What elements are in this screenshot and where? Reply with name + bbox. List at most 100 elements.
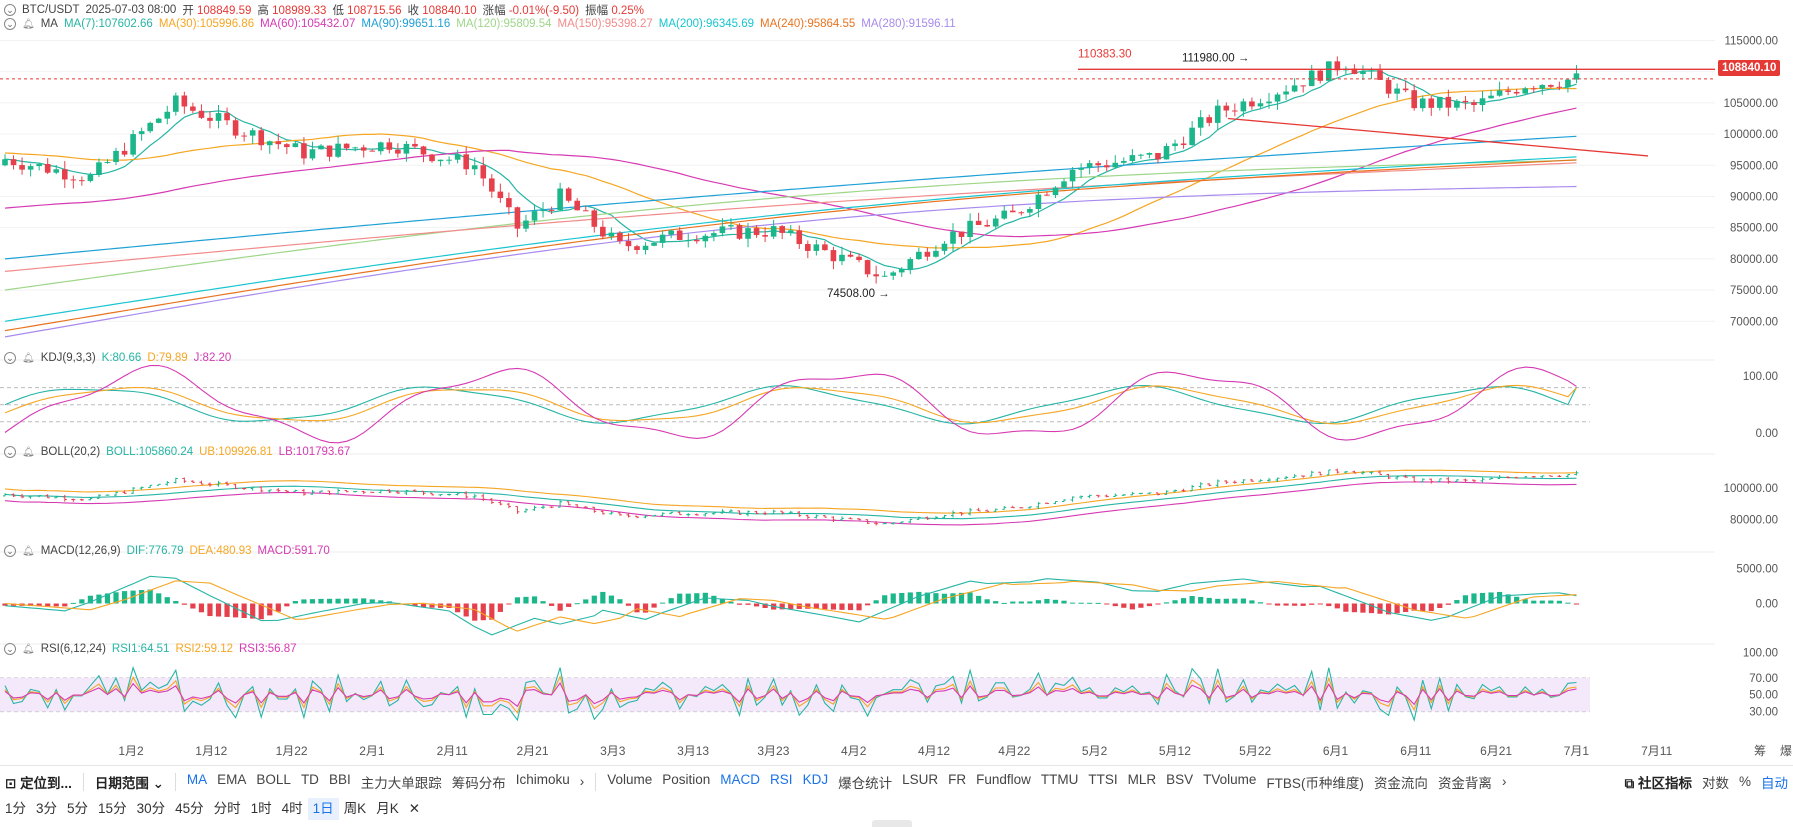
- sub-indicator-tab[interactable]: Fundflow: [976, 771, 1031, 787]
- sub-indicator-tab[interactable]: TTSI: [1088, 771, 1118, 787]
- main-indicator-tab[interactable]: EMA: [217, 771, 247, 787]
- candle-body: [608, 232, 615, 237]
- chevron-right-icon[interactable]: ›: [579, 774, 585, 789]
- main-indicator-tab[interactable]: BBI: [328, 771, 351, 787]
- log-scale-toggle[interactable]: 对数: [1701, 775, 1729, 791]
- sub-indicator-tab[interactable]: 资金背离: [1437, 775, 1492, 791]
- macd-histogram-bar: [1044, 598, 1050, 604]
- macd-histogram-bar: [241, 603, 247, 618]
- y-tick-label: 90000.00: [1730, 191, 1778, 203]
- macd-histogram-bar: [856, 603, 862, 611]
- candle-body: [412, 143, 418, 147]
- chevron-right-icon[interactable]: ›: [1501, 774, 1507, 789]
- macd-histogram-bar: [1326, 603, 1332, 607]
- interval-option[interactable]: 4时: [281, 801, 303, 816]
- sub-indicator-tab[interactable]: MLR: [1127, 771, 1157, 787]
- chevron-down-icon[interactable]: ⌄: [4, 446, 16, 458]
- macd-histogram-bar: [583, 599, 589, 604]
- chevron-down-icon[interactable]: ⌄: [4, 643, 16, 655]
- chevron-down-icon[interactable]: ⌄: [4, 352, 16, 364]
- sub-indicator-tab[interactable]: Volume: [607, 771, 653, 787]
- trend-line: [1227, 117, 1649, 157]
- macd-histogram-bar: [847, 603, 854, 611]
- interval-option[interactable]: 15分: [98, 801, 127, 816]
- interval-option[interactable]: 1分: [5, 801, 27, 816]
- candle-body: [582, 210, 589, 212]
- sub-indicator-tab[interactable]: 资金流向: [1373, 775, 1428, 791]
- sub-indicator-tab[interactable]: RSI: [770, 771, 793, 787]
- y-tick-label: 80000.00: [1730, 514, 1778, 526]
- chevron-down-icon[interactable]: ⌄: [4, 545, 16, 557]
- main-indicator-tab[interactable]: 筹码分布: [451, 775, 506, 791]
- percent-scale-toggle[interactable]: %: [1738, 774, 1751, 789]
- macd-histogram-bar: [1309, 603, 1315, 605]
- community-indicators-button[interactable]: ⧉ 社区指标: [1624, 775, 1692, 791]
- main-indicator-tab[interactable]: MA: [186, 771, 208, 787]
- sub-indicator-tab[interactable]: TTMU: [1040, 771, 1079, 787]
- interval-option[interactable]: 45分: [175, 801, 204, 816]
- ma-line: [4, 135, 1577, 260]
- candle-body: [1095, 163, 1101, 166]
- interval-option[interactable]: 周K: [343, 801, 367, 816]
- sub-indicator-tab[interactable]: KDJ: [802, 771, 829, 787]
- sub-indicator-tab[interactable]: Position: [662, 771, 711, 787]
- sub-indicator-tab[interactable]: FTBS(币种维度): [1266, 775, 1364, 791]
- resize-handle[interactable]: [872, 820, 912, 827]
- auto-scale-toggle[interactable]: 自动: [1761, 775, 1788, 791]
- macd-histogram-bar: [45, 603, 51, 607]
- candle-body: [1360, 71, 1366, 74]
- candle-body: [1334, 61, 1341, 71]
- interval-option[interactable]: 分时: [213, 801, 241, 816]
- macd-histogram-bar: [1505, 594, 1511, 604]
- sub-indicator-tab[interactable]: 爆仓统计: [838, 775, 893, 791]
- bell-icon[interactable]: 🔔︎: [22, 545, 35, 557]
- locate-button[interactable]: ⊡ 定位到...: [5, 775, 72, 791]
- candle-body: [958, 231, 965, 237]
- candle-body: [1266, 101, 1272, 104]
- sub-indicator-tab[interactable]: FR: [948, 771, 967, 787]
- macd-histogram-bar: [1394, 603, 1400, 614]
- interval-option[interactable]: 1日: [307, 798, 339, 820]
- interval-option[interactable]: 月K: [376, 801, 399, 816]
- macd-histogram-bar: [651, 603, 657, 608]
- candle-body: [1462, 100, 1469, 103]
- macd-histogram-bar: [463, 603, 469, 617]
- interval-option[interactable]: 30分: [136, 801, 166, 816]
- macd-legend-item: DEA:480.93: [189, 545, 252, 557]
- sub-indicator-tab[interactable]: MACD: [720, 771, 761, 787]
- main-indicator-tab[interactable]: BOLL: [256, 771, 291, 787]
- sub-indicator-tab[interactable]: TVolume: [1203, 771, 1257, 787]
- date-range-button[interactable]: 日期范围 ⌄: [94, 775, 164, 791]
- y-tick-label: 30.00: [1749, 707, 1778, 719]
- candle-body: [309, 149, 316, 159]
- candle-body: [1522, 88, 1529, 94]
- bell-icon[interactable]: 🔔︎: [22, 446, 35, 458]
- interval-option[interactable]: 3分: [36, 801, 58, 816]
- candle-body: [830, 250, 837, 262]
- main-indicator-tab[interactable]: Ichimoku: [515, 771, 570, 787]
- interval-option[interactable]: 5分: [67, 801, 89, 816]
- main-indicator-tab[interactable]: 主力大单跟踪: [360, 775, 442, 791]
- sub-indicator-tab[interactable]: LSUR: [902, 771, 939, 787]
- macd-legend-item: DIF:776.79: [126, 545, 184, 557]
- sub-indicator-tab[interactable]: BSV: [1166, 771, 1194, 787]
- candle-body: [1197, 117, 1204, 128]
- main-indicator-tab[interactable]: TD: [300, 771, 319, 787]
- chevron-down-icon[interactable]: ⌄: [4, 4, 16, 16]
- bell-icon[interactable]: 🔔︎: [22, 643, 35, 655]
- interval-option[interactable]: 1时: [250, 801, 272, 816]
- close-icon[interactable]: ✕: [408, 801, 421, 816]
- candle-body: [249, 130, 256, 136]
- macd-histogram-bar: [574, 603, 580, 605]
- ma-legend-item: MA(30):105996.86: [158, 18, 255, 30]
- candle-body: [395, 149, 401, 154]
- macd-histogram-bar: [429, 603, 435, 608]
- candle-body: [1052, 187, 1059, 196]
- candle-body: [1180, 143, 1187, 146]
- macd-histogram-bar: [250, 603, 256, 619]
- bell-icon[interactable]: 🔔︎: [22, 352, 35, 364]
- bell-icon[interactable]: 🔔︎: [22, 18, 35, 30]
- ma-legend-item: MA(200):96345.69: [658, 18, 755, 30]
- chevron-down-icon[interactable]: ⌄: [4, 18, 16, 30]
- macd-histogram-bar: [1488, 592, 1494, 604]
